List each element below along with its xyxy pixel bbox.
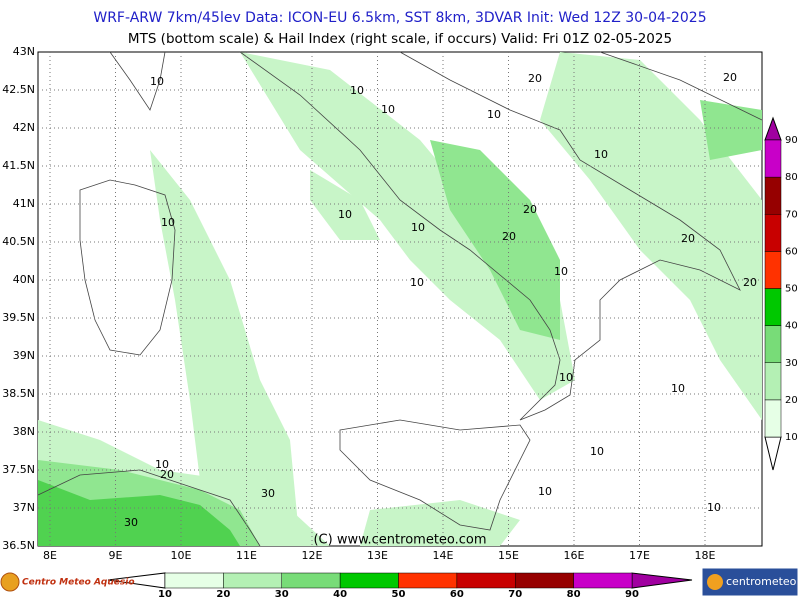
right-scale-label: 70 [785,209,798,220]
contour-label: 10 [150,75,164,88]
lat-label: 37N [13,501,35,514]
scale-segment [515,572,574,589]
scale-segment [764,362,782,401]
right-scale-label: 90 [785,135,798,146]
lat-label: 42N [13,121,35,134]
lon-label: 12E [302,549,323,562]
scale-segment [764,176,782,215]
right-scale-label: 80 [785,172,798,183]
lon-label: 8E [43,549,57,562]
lon-label: 17E [629,549,650,562]
scale-segment [281,572,341,589]
lat-label: 43N [13,45,35,58]
contour-label: 20 [723,71,737,84]
scale-segment [398,572,458,589]
contour-label: 10 [707,501,721,514]
contour-label: 10 [554,265,568,278]
contour-label: 20 [743,276,757,289]
bottom-scale-label: 70 [508,589,522,600]
copyright: (C) www.centrometeo.com [313,533,486,548]
right-logo: centrometeo [701,567,799,597]
contour-label: 10 [590,445,604,458]
bottom-scale-label: 90 [625,589,639,600]
lon-label: 18E [695,549,716,562]
bottom-scale-label: 40 [333,589,347,600]
lon-label: 16E [564,549,585,562]
contour-label: 20 [502,230,516,243]
right-scale-label: 20 [785,395,798,406]
right-scale-label: 30 [785,358,798,369]
hail-index-scale: 10 20 30 40 50 60 70 80 90 [764,116,798,471]
lat-label: 39N [13,349,35,362]
lon-label: 10E [171,549,192,562]
contour-label: 10 [594,148,608,161]
contour-label: 30 [261,487,275,500]
title-line2: MTS (bottom scale) & Hail Index (right s… [128,31,672,47]
right-scale-label: 60 [785,246,798,257]
scale-segment [764,288,782,326]
lat-label: 41N [13,197,35,210]
lon-label: 15E [498,549,519,562]
contour-label: 10 [559,371,573,384]
right-scale-label: 10 [785,432,798,443]
scale-segment [339,572,399,589]
contour-label: 30 [124,516,138,529]
lat-label: 39.5N [2,311,35,324]
contour-label: 10 [487,108,501,121]
lat-label: 38.5N [2,387,35,400]
lat-label: 36.5N [2,539,35,552]
lon-label: 9E [109,549,123,562]
mts-scale: 10 20 30 40 50 60 70 80 90 [107,572,693,600]
bottom-scale-label: 80 [567,589,581,600]
right-scale-label: 50 [785,284,798,295]
lat-label: 40.5N [2,235,35,248]
lat-label: 38N [13,425,35,438]
scale-segment [764,399,782,438]
bottom-scale-label: 30 [275,589,289,600]
contour-label: 10 [411,221,425,234]
right-scale-label: 40 [785,321,798,332]
left-logo: Centro Meteo Aquesio [0,572,135,592]
contour-label: 10 [538,485,552,498]
bottom-scale-label: 20 [216,589,230,600]
scale-segment [456,572,516,589]
lon-label: 14E [433,549,454,562]
contour-label: 10 [410,276,424,289]
graticule [38,52,762,546]
contour-label: 10 [161,216,175,229]
bottom-scale-label: 60 [450,589,464,600]
lat-label: 40N [13,273,35,286]
title-line1: WRF-ARW 7km/45lev Data: ICON-EU 6.5km, S… [93,10,706,26]
left-logo-text: Centro Meteo Aquesio [22,578,135,588]
contour-label: 20 [523,203,537,216]
mts-30-40 [38,480,240,546]
scale-segment [764,251,782,289]
bottom-scale-label: 10 [158,589,172,600]
contour-label: 10 [381,103,395,116]
scale-segment [164,572,224,589]
bottom-scale-label: 50 [392,589,406,600]
lat-label: 42.5N [2,83,35,96]
lat-label: 41.5N [2,159,35,172]
lon-label: 13E [367,549,388,562]
lon-label: 11E [236,549,257,562]
contour-label: 20 [681,232,695,245]
right-logo-text: centrometeo [726,575,797,588]
contour-label: 20 [160,468,174,481]
scale-segment [764,325,782,363]
contour-label: 10 [671,382,685,395]
contour-label: 20 [528,72,542,85]
scale-segment [764,214,782,252]
scale-segment [764,139,782,178]
contour-label: 10 [350,84,364,97]
scale-segment [573,572,633,589]
scale-segment [223,572,282,589]
contour-label: 10 [155,458,169,471]
lat-label: 37.5N [2,463,35,476]
contour-label: 10 [338,208,352,221]
